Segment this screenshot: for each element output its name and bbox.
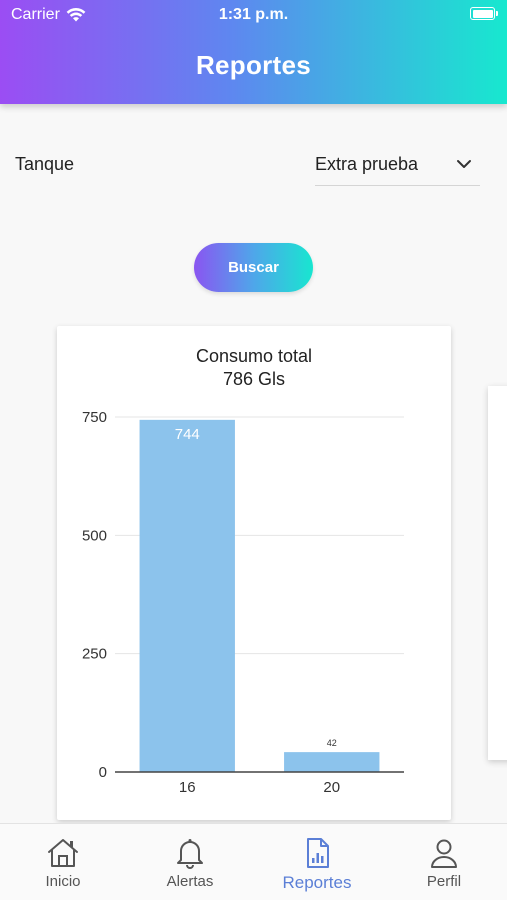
x-tick-label: 20	[323, 779, 340, 796]
bar-data-label: 744	[175, 426, 200, 443]
search-button[interactable]: Buscar	[194, 243, 313, 292]
tab-label: Alertas	[166, 873, 214, 890]
battery-icon	[470, 7, 498, 20]
carrier-info: Carrier	[11, 6, 86, 24]
next-chart-card-peek	[488, 386, 507, 760]
tab-alertas[interactable]: Alertas	[127, 824, 253, 900]
chevron-down-icon	[457, 160, 471, 168]
report-icon	[307, 838, 329, 868]
tab-perfil[interactable]: Perfil	[381, 824, 507, 900]
chart-card: Consumo total 786 Gls 0 250 500 750 744 16 42 2…	[57, 326, 451, 820]
tab-label: Inicio	[45, 873, 81, 890]
bar-chart: 0 250 500 750 744 16 42 20	[82, 409, 404, 796]
tank-dropdown[interactable]: Extra prueba	[315, 146, 480, 186]
chart-title: Consumo total 786 Gls	[57, 345, 451, 391]
tab-reportes[interactable]: Reportes	[254, 824, 380, 900]
y-tick-label: 250	[82, 646, 107, 663]
bar	[284, 752, 380, 772]
x-tick-label: 16	[179, 779, 196, 796]
carrier-label: Carrier	[11, 6, 60, 23]
app-header: Carrier 1:31 p.m. Reportes	[0, 0, 507, 104]
tab-label: Reportes	[282, 873, 352, 892]
y-tick-label: 750	[82, 409, 107, 426]
tab-inicio[interactable]: Inicio	[0, 824, 126, 900]
person-icon	[431, 839, 457, 868]
status-bar: Carrier 1:31 p.m.	[0, 0, 507, 30]
chart-title-line1: Consumo total	[195, 346, 313, 366]
chart-title-line2: 786 Gls	[222, 369, 286, 389]
tab-label: Perfil	[426, 873, 462, 890]
bar	[139, 419, 235, 772]
tank-label: Tanque	[15, 154, 75, 174]
wifi-icon	[66, 8, 86, 22]
bar-data-label: 42	[327, 738, 337, 748]
status-time: 1:31 p.m.	[218, 6, 289, 23]
home-icon	[48, 839, 78, 867]
y-tick-label: 500	[82, 527, 107, 544]
y-tick-label: 0	[99, 764, 107, 781]
bottom-tab-bar: Inicio Alertas Reportes Perfil	[0, 823, 507, 900]
bell-icon	[177, 839, 203, 869]
page-title: Reportes	[195, 50, 312, 80]
tank-dropdown-value: Extra prueba	[315, 154, 419, 174]
